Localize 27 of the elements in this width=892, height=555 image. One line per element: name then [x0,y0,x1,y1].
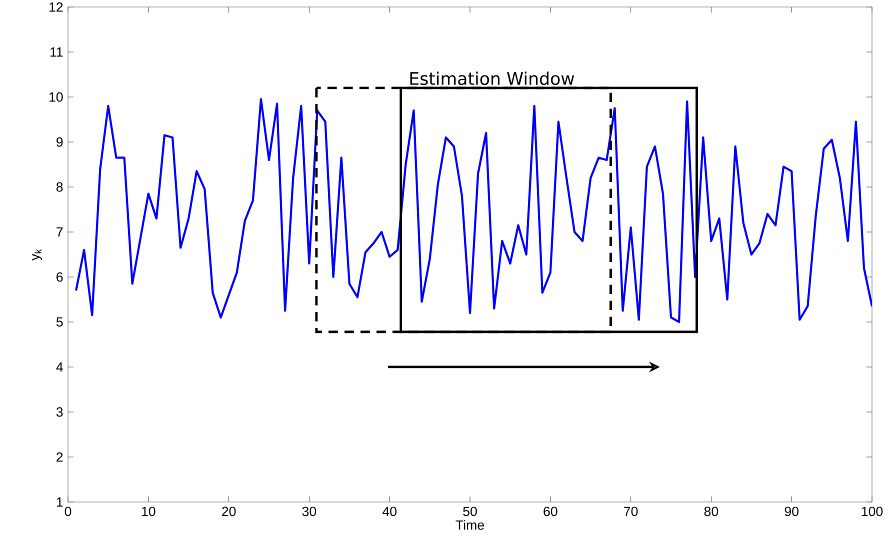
y-tick-label: 8 [56,182,63,192]
x-tick-label: 80 [704,506,718,516]
y-tick-label: 5 [56,317,63,327]
y-tick-label: 3 [56,407,63,417]
x-tick-label: 100 [862,506,883,516]
y-axis-title: y$_{k}$ [32,249,42,260]
x-tick-label: 0 [64,506,72,516]
x-tick-label: 40 [382,506,397,516]
y-tick-label: 12 [49,2,63,12]
y-tick-label: 7 [56,227,63,237]
x-axis-title: Time [456,520,484,530]
y-tick-label: 4 [56,362,63,372]
x-tick-label: 10 [142,506,156,516]
line-series [74,98,872,324]
y-tick-label: 6 [56,272,63,282]
x-tick-label: 90 [784,506,798,516]
y-tick-label: 1 [56,497,63,507]
y-tick-label: 11 [50,47,63,57]
y-tick-label: 9 [56,137,63,147]
y-tick-label: 10 [49,92,63,102]
x-tick-label: 70 [624,506,638,516]
annotation: Estimation Window [410,72,574,86]
x-tick-label: 20 [222,506,236,516]
x-tick-label: 30 [302,506,316,516]
x-tick-label: 60 [544,506,558,516]
x-tick-label: 50 [463,506,477,516]
y-tick-label: 2 [56,452,63,462]
